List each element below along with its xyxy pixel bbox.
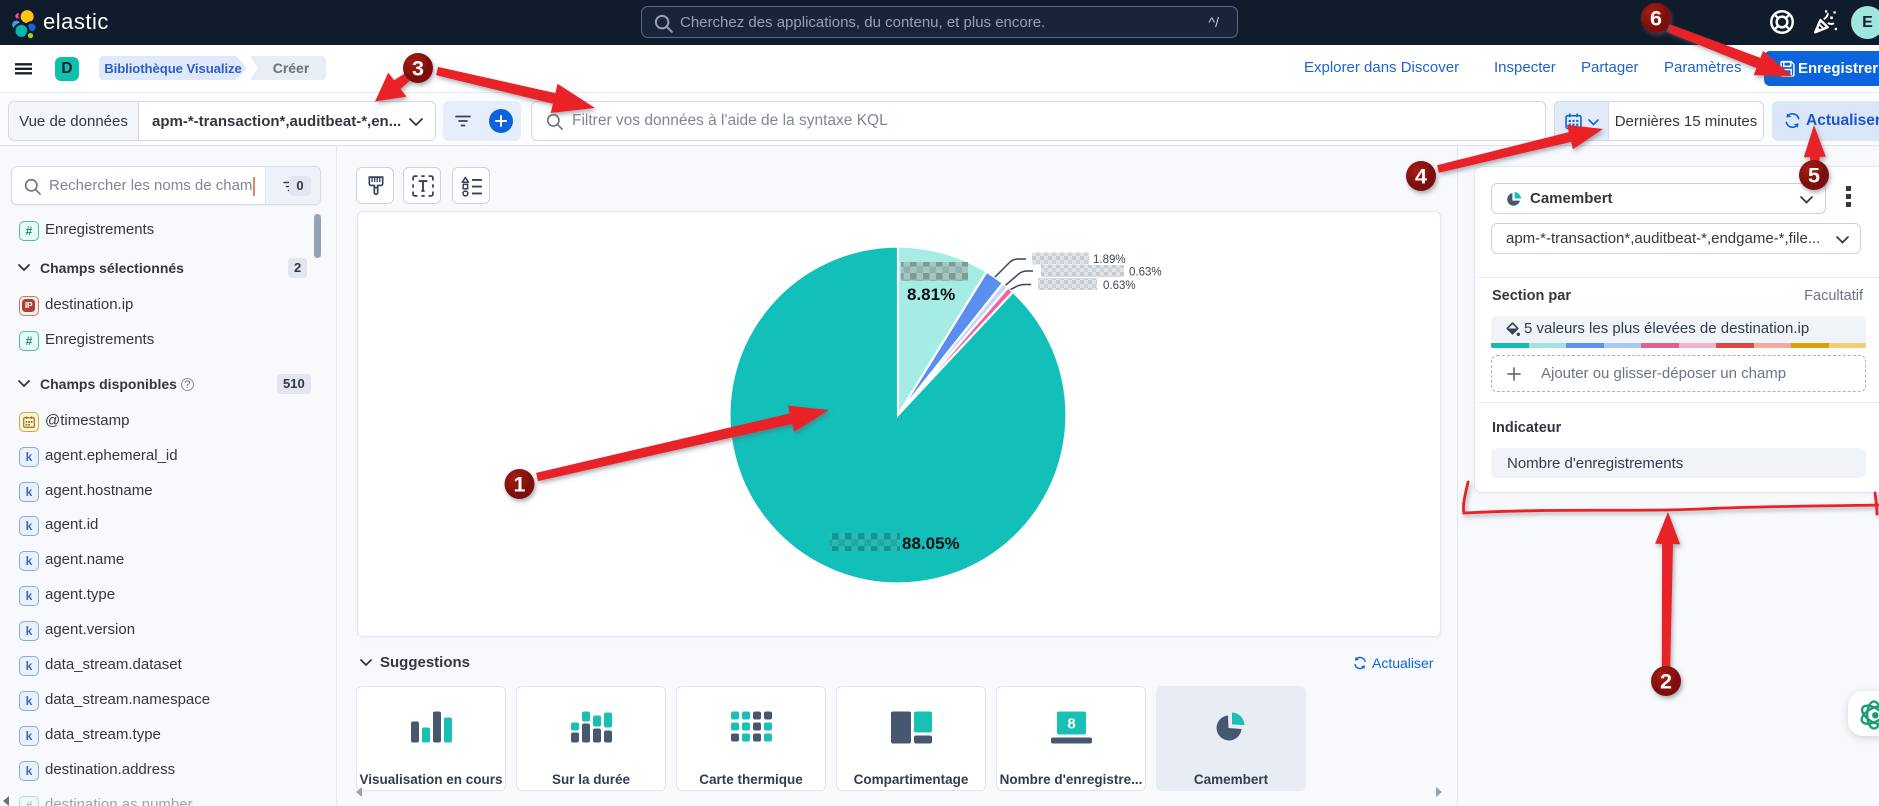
svg-text:8: 8 (1067, 716, 1075, 733)
svg-text:88.05%: 88.05% (902, 534, 960, 553)
svg-text:0.63%: 0.63% (1103, 280, 1136, 292)
svg-text:8.81%: 8.81% (907, 285, 955, 304)
svg-text:2: 2 (1660, 670, 1672, 694)
svg-text:0.63%: 0.63% (1129, 267, 1162, 279)
svg-text:1: 1 (514, 473, 526, 497)
svg-text:6: 6 (1650, 7, 1662, 31)
svg-text:3: 3 (412, 57, 424, 81)
svg-text:1.89%: 1.89% (1093, 254, 1126, 266)
svg-text:4: 4 (1415, 165, 1427, 189)
svg-text:5: 5 (1808, 164, 1820, 188)
